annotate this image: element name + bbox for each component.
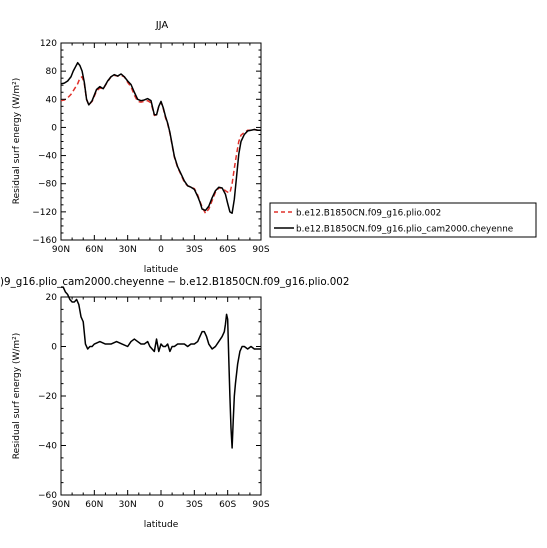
bottom-ytick-label-1: 0 (51, 343, 57, 353)
top-ytick-label-2: 40 (46, 95, 58, 105)
top-y-ticks: 120 80 40 0 −40 −80 −120 −160 (32, 39, 261, 246)
top-xtick-label-1: 60N (85, 245, 103, 255)
top-series-line-1 (60, 61, 261, 215)
bottom-xtick-label-6: 90S (252, 500, 269, 510)
bottom-xtick-label-0: 90N (52, 500, 70, 510)
bottom-x-ticks: 90N 60N 30N 0 30S 60S 90S (52, 297, 270, 510)
top-ytick-label-7: −160 (32, 236, 57, 246)
top-ytick-label-0: 120 (40, 39, 57, 49)
top-y-axis-label: Residual surf energy (W/m²) (12, 78, 22, 205)
bottom-series-line-0 (61, 286, 261, 449)
top-panel: JJA 90N 60N 30N 0 30S 60S 90S 120 80 40 0 −40 −80 −1… (12, 20, 270, 275)
top-ytick-label-5: −80 (38, 180, 57, 190)
top-xtick-label-6: 90S (252, 245, 269, 255)
bottom-xtick-label-1: 60N (85, 500, 103, 510)
bottom-xtick-label-4: 30S (186, 500, 203, 510)
top-xtick-label-0: 90N (52, 245, 70, 255)
bottom-xtick-label-3: 0 (158, 500, 164, 510)
legend-label-plio: b.e12.B1850CN.f09_g16.plio.002 (296, 209, 441, 219)
top-chart-title: JJA (155, 20, 169, 31)
bottom-chart-title: )9_g16.plio_cam2000.cheyenne − b.e12.B18… (0, 276, 349, 288)
top-x-ticks: 90N 60N 30N 0 30S 60S 90S (52, 43, 270, 255)
top-xtick-label-3: 0 (158, 245, 164, 255)
bottom-panel: )9_g16.plio_cam2000.cheyenne − b.e12.B18… (0, 276, 349, 530)
top-xtick-label-2: 30N (119, 245, 137, 255)
bottom-x-axis-label: latitude (144, 520, 179, 530)
top-series-line-0 (60, 74, 261, 215)
bottom-plot-frame (60, 296, 262, 496)
bottom-ytick-label-4: −60 (38, 491, 57, 501)
top-ytick-label-1: 80 (46, 67, 58, 77)
top-ytick-label-3: 0 (51, 123, 57, 133)
bottom-xtick-label-2: 30N (119, 500, 137, 510)
bottom-ytick-label-2: −20 (38, 392, 57, 402)
legend: b.e12.B1850CN.f09_g16.plio.002 b.e12.B18… (269, 202, 537, 238)
bottom-y-axis-label: Residual surf energy (W/m²) (12, 333, 22, 460)
legend-box (269, 202, 537, 238)
bottom-series-group (61, 286, 261, 449)
top-x-axis-label: latitude (144, 265, 179, 275)
legend-label-cheyenne: b.e12.B1850CN.f09_g16.plio_cam2000.cheye… (296, 225, 513, 235)
bottom-ytick-label-3: −40 (38, 442, 57, 452)
top-xtick-label-5: 60S (219, 245, 236, 255)
top-ytick-label-6: −120 (32, 208, 57, 218)
bottom-y-ticks: 20 0 −20 −40 −60 (38, 293, 261, 501)
bottom-ytick-label-0: 20 (46, 293, 58, 303)
top-series-group (60, 61, 261, 215)
bottom-xtick-label-5: 60S (219, 500, 236, 510)
top-ytick-label-4: −40 (38, 152, 57, 162)
top-xtick-label-4: 30S (186, 245, 203, 255)
top-plot-frame (60, 42, 262, 241)
